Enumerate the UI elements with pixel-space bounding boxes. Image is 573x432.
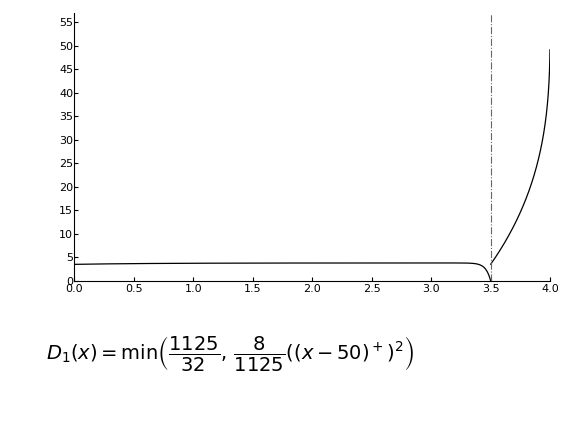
Text: $D_1(x) = \min\left(\dfrac{1125}{32},\,\dfrac{8}{1125}\left((x-50)^+\right)^2\ri: $D_1(x) = \min\left(\dfrac{1125}{32},\,\… [46,334,414,373]
